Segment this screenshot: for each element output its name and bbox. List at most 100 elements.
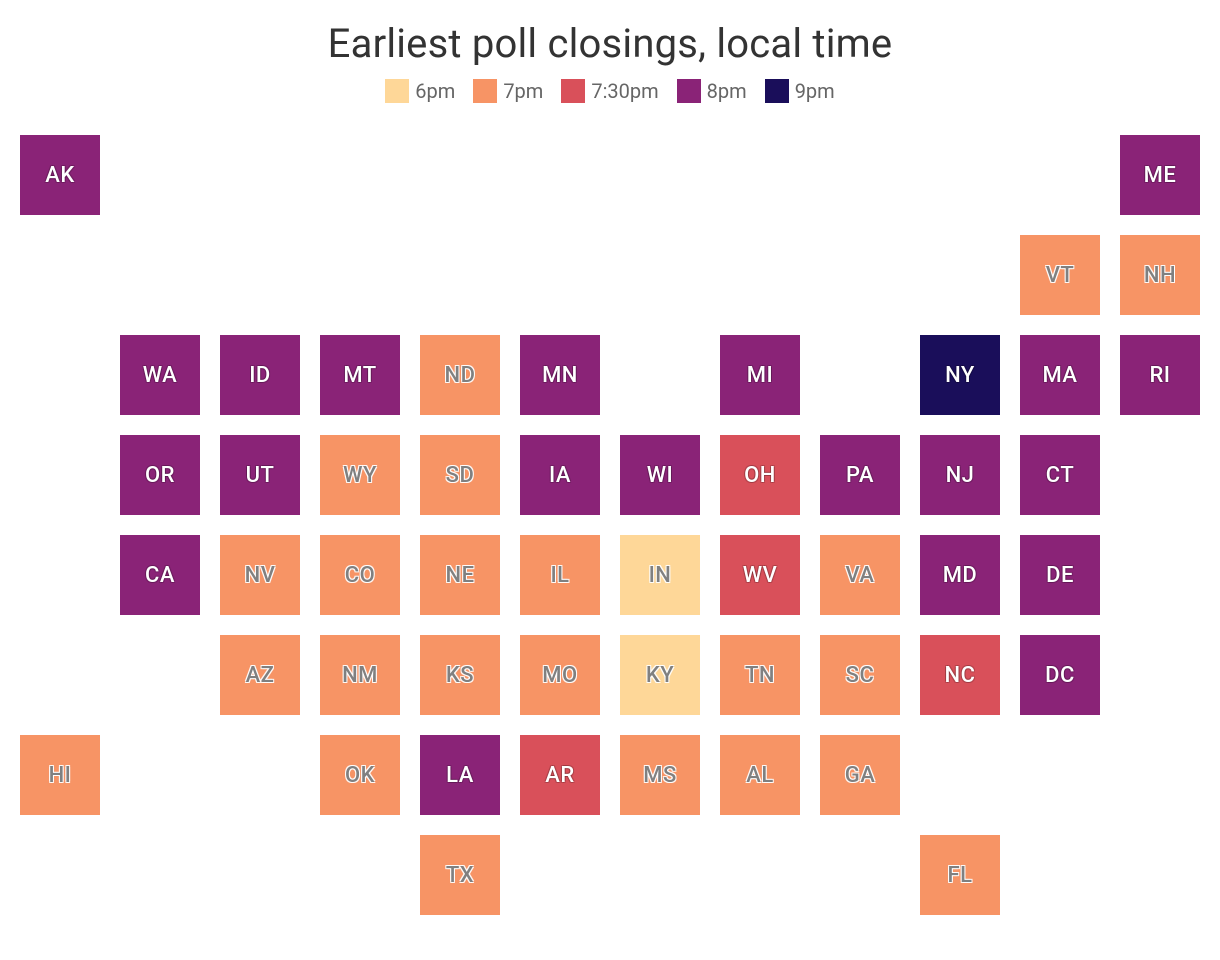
tile-grid: AK ME VT NH WA ID MT ND MN MI NY MARI OR UT WY SD IA WI OH… <box>10 125 1210 925</box>
chart-title: Earliest poll closings, local time <box>0 20 1220 67</box>
state-abbr: KS <box>446 663 474 688</box>
state-tile-az[interactable]: AZ <box>220 635 300 715</box>
legend-swatch <box>677 79 701 103</box>
state-tile-ar[interactable]: AR <box>520 735 600 815</box>
state-tile-in[interactable]: IN <box>620 535 700 615</box>
state-abbr: OH <box>744 463 776 488</box>
state-tile-nc[interactable]: NC <box>920 635 1000 715</box>
legend-item: 7:30pm <box>561 79 658 103</box>
state-tile-ct[interactable]: CT <box>1020 435 1100 515</box>
state-abbr: VT <box>1046 263 1075 288</box>
state-tile-nj[interactable]: NJ <box>920 435 1000 515</box>
state-tile-ut[interactable]: UT <box>220 435 300 515</box>
state-tile-nh[interactable]: NH <box>1120 235 1200 315</box>
state-abbr: NJ <box>946 463 975 488</box>
state-tile-wi[interactable]: WI <box>620 435 700 515</box>
state-tile-tn[interactable]: TN <box>720 635 800 715</box>
state-tile-ia[interactable]: IA <box>520 435 600 515</box>
state-abbr: DC <box>1045 663 1075 688</box>
state-abbr: MO <box>542 663 577 688</box>
state-tile-sd[interactable]: SD <box>420 435 500 515</box>
state-abbr: AL <box>746 763 773 788</box>
state-tile-fl[interactable]: FL <box>920 835 1000 915</box>
state-abbr: NE <box>445 563 474 588</box>
state-tile-ms[interactable]: MS <box>620 735 700 815</box>
state-abbr: NC <box>945 663 976 688</box>
state-abbr: NV <box>245 563 276 588</box>
state-abbr: LA <box>446 763 474 788</box>
state-abbr: WI <box>647 463 674 488</box>
state-abbr: IN <box>649 563 672 588</box>
state-tile-id[interactable]: ID <box>220 335 300 415</box>
state-abbr: SC <box>846 663 875 688</box>
state-abbr: KY <box>646 663 674 688</box>
state-tile-ma[interactable]: MA <box>1020 335 1100 415</box>
state-tile-or[interactable]: OR <box>120 435 200 515</box>
state-tile-vt[interactable]: VT <box>1020 235 1100 315</box>
state-tile-ca[interactable]: CA <box>120 535 200 615</box>
state-abbr: NY <box>945 363 975 388</box>
state-abbr: NH <box>1144 263 1176 288</box>
state-abbr: AZ <box>246 663 275 688</box>
state-tile-ks[interactable]: KS <box>420 635 500 715</box>
state-tile-ny[interactable]: NY <box>920 335 1000 415</box>
legend-item: 9pm <box>765 79 835 103</box>
state-tile-mn[interactable]: MN <box>520 335 600 415</box>
legend-swatch <box>473 79 497 103</box>
legend-swatch <box>765 79 789 103</box>
state-tile-ga[interactable]: GA <box>820 735 900 815</box>
state-tile-wy[interactable]: WY <box>320 435 400 515</box>
legend-label: 9pm <box>795 79 835 103</box>
state-abbr: SD <box>446 463 475 488</box>
state-abbr: OK <box>345 763 375 788</box>
state-tile-ky[interactable]: KY <box>620 635 700 715</box>
state-tile-sc[interactable]: SC <box>820 635 900 715</box>
state-abbr: IL <box>550 563 569 588</box>
state-tile-co[interactable]: CO <box>320 535 400 615</box>
state-tile-ok[interactable]: OK <box>320 735 400 815</box>
state-tile-wa[interactable]: WA <box>120 335 200 415</box>
state-tile-va[interactable]: VA <box>820 535 900 615</box>
state-abbr: FL <box>948 863 973 888</box>
state-abbr: UT <box>246 463 275 488</box>
state-tile-wv[interactable]: WV <box>720 535 800 615</box>
state-tile-mo[interactable]: MO <box>520 635 600 715</box>
state-abbr: VA <box>846 563 875 588</box>
state-abbr: IA <box>549 463 571 488</box>
state-abbr: AK <box>45 163 75 188</box>
state-tile-mi[interactable]: MI <box>720 335 800 415</box>
state-abbr: OR <box>145 463 175 488</box>
legend-label: 7pm <box>503 79 543 103</box>
legend-item: 6pm <box>385 79 455 103</box>
state-tile-ak[interactable]: AK <box>20 135 100 215</box>
state-abbr: AR <box>545 763 574 788</box>
legend-swatch <box>561 79 585 103</box>
state-tile-oh[interactable]: OH <box>720 435 800 515</box>
state-tile-la[interactable]: LA <box>420 735 500 815</box>
state-tile-tx[interactable]: TX <box>420 835 500 915</box>
state-abbr: HI <box>49 763 72 788</box>
legend-label: 6pm <box>415 79 455 103</box>
state-tile-nv[interactable]: NV <box>220 535 300 615</box>
state-tile-dc[interactable]: DC <box>1020 635 1100 715</box>
state-abbr: ID <box>249 363 271 388</box>
state-tile-de[interactable]: DE <box>1020 535 1100 615</box>
state-tile-nm[interactable]: NM <box>320 635 400 715</box>
state-tile-ri[interactable]: RI <box>1120 335 1200 415</box>
state-tile-hi[interactable]: HI <box>20 735 100 815</box>
state-tile-al[interactable]: AL <box>720 735 800 815</box>
state-tile-nd[interactable]: ND <box>420 335 500 415</box>
state-abbr: MT <box>343 363 376 388</box>
state-tile-il[interactable]: IL <box>520 535 600 615</box>
state-tile-pa[interactable]: PA <box>820 435 900 515</box>
state-tile-me[interactable]: ME <box>1120 135 1200 215</box>
state-tile-mt[interactable]: MT <box>320 335 400 415</box>
state-abbr: MN <box>542 363 578 388</box>
state-abbr: DE <box>1046 563 1074 588</box>
state-tile-ne[interactable]: NE <box>420 535 500 615</box>
legend-label: 8pm <box>707 79 747 103</box>
state-tile-md[interactable]: MD <box>920 535 1000 615</box>
chart-container: Earliest poll closings, local time 6pm 7p… <box>0 0 1220 960</box>
state-abbr: WY <box>343 463 377 488</box>
state-abbr: TN <box>745 663 775 688</box>
